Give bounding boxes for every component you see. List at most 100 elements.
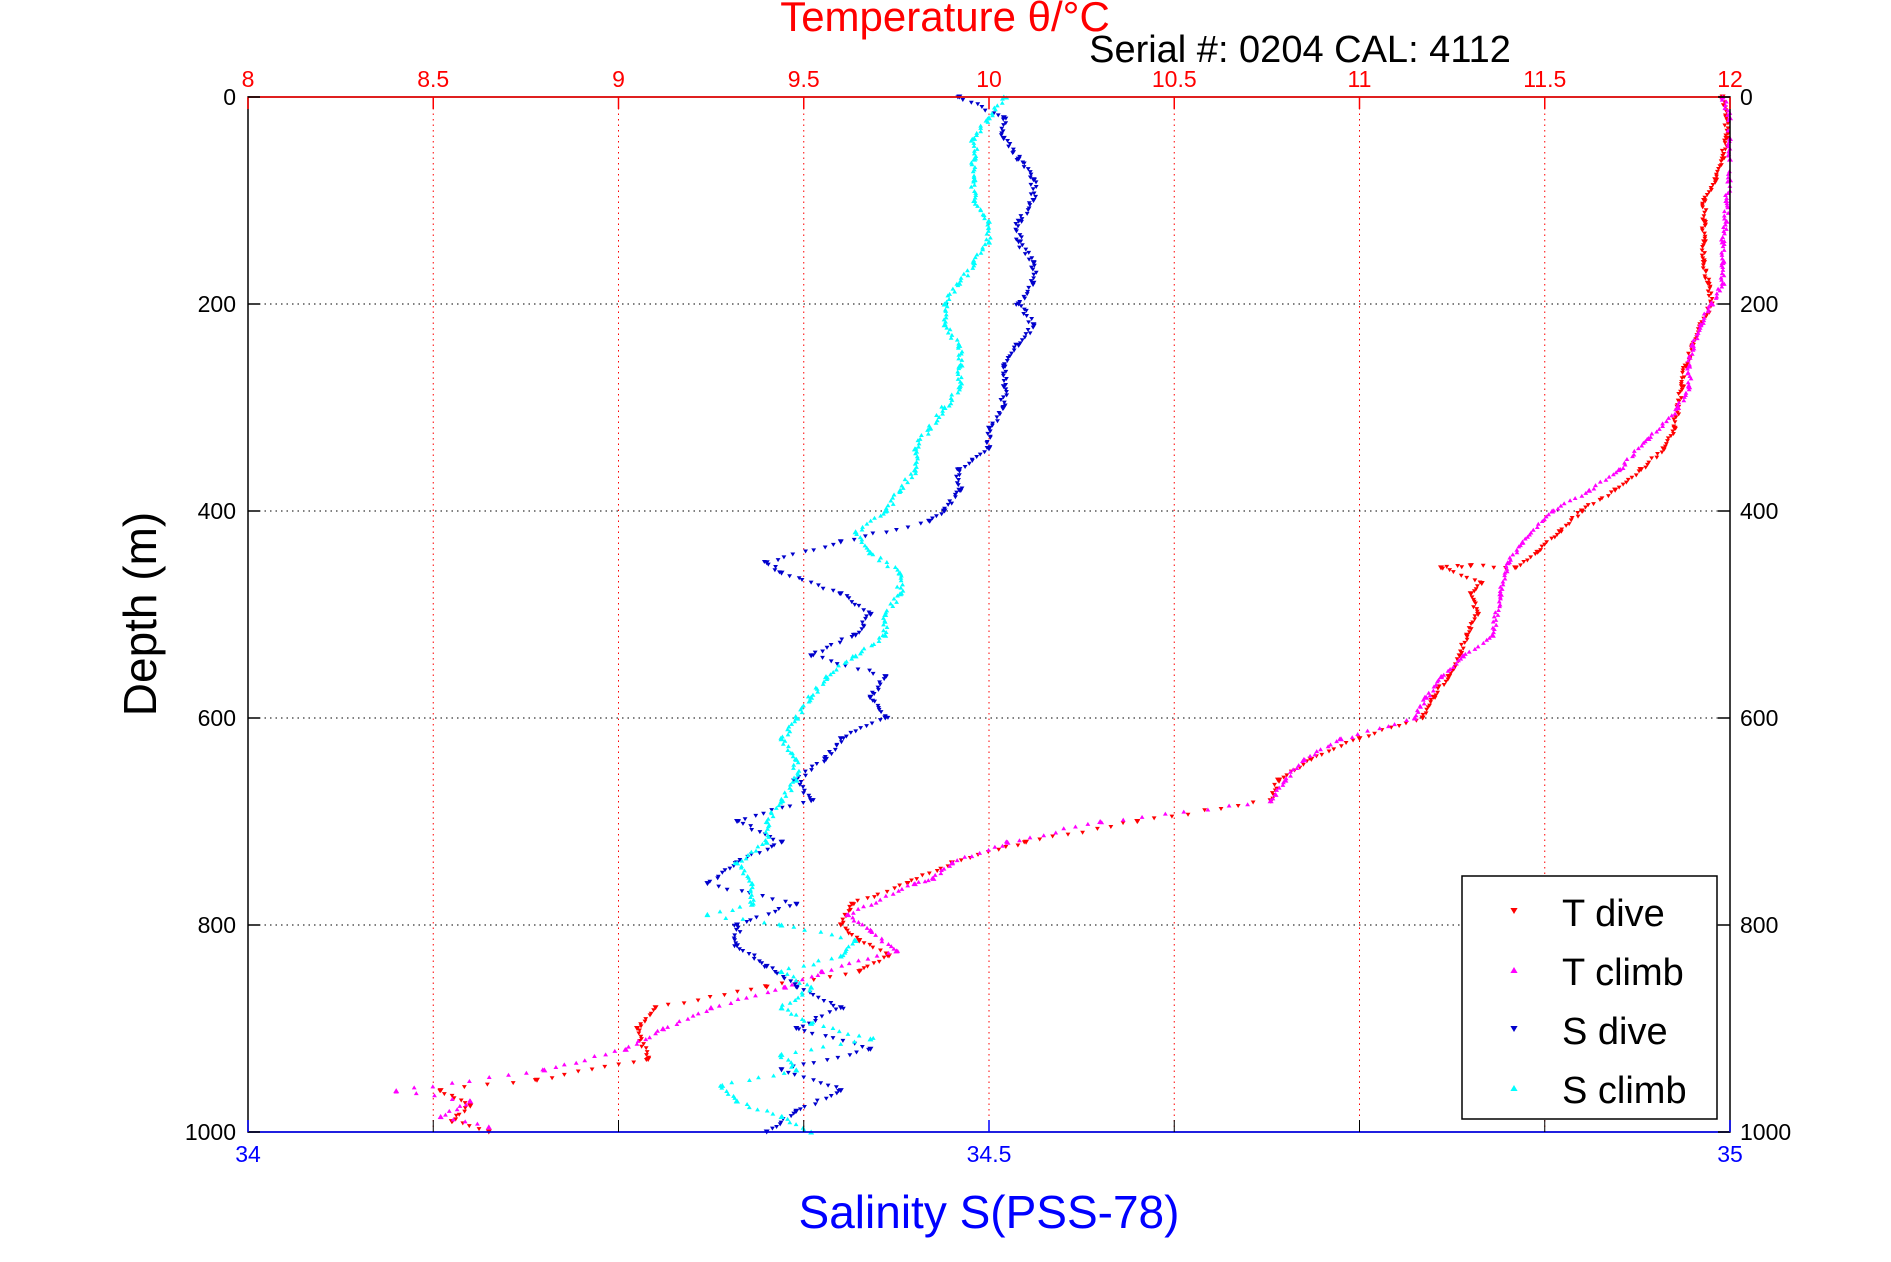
data-point	[1699, 228, 1705, 233]
data-point	[1690, 347, 1696, 352]
data-point	[791, 765, 796, 770]
data-point	[1522, 536, 1528, 541]
data-point	[798, 780, 804, 785]
data-point	[808, 1047, 814, 1052]
data-point	[589, 1067, 595, 1072]
data-point	[1030, 322, 1037, 328]
data-point	[876, 638, 882, 643]
data-point	[778, 1067, 785, 1073]
data-point	[789, 721, 795, 726]
data-point	[867, 668, 872, 673]
data-point	[1270, 796, 1276, 801]
data-point	[884, 624, 890, 629]
data-point	[1314, 749, 1320, 754]
data-point	[898, 575, 904, 580]
data-point	[821, 1023, 826, 1028]
data-point	[1017, 245, 1022, 250]
data-point	[897, 570, 904, 576]
data-point	[1284, 773, 1290, 778]
data-point	[1473, 601, 1478, 606]
data-point	[1202, 808, 1208, 813]
data-point	[1053, 830, 1059, 835]
data-point	[1686, 384, 1693, 390]
data-point	[1569, 515, 1575, 520]
data-point	[815, 972, 821, 977]
data-point	[1025, 208, 1031, 213]
data-point	[1006, 144, 1011, 149]
y-tick-label-left: 600	[198, 705, 236, 731]
data-point	[830, 1025, 836, 1030]
bottom-tick-label: 34.5	[967, 1141, 1012, 1167]
data-point	[785, 1007, 791, 1012]
data-point	[893, 948, 900, 954]
data-point	[966, 461, 972, 466]
data-point	[904, 881, 911, 887]
data-point	[968, 138, 974, 143]
data-point	[891, 596, 897, 601]
data-point	[877, 682, 883, 687]
data-point	[883, 893, 889, 898]
data-point	[763, 839, 770, 845]
data-point	[985, 431, 991, 436]
data-point	[913, 451, 918, 456]
data-point	[643, 1037, 649, 1042]
data-point	[1014, 229, 1019, 234]
data-point	[1572, 496, 1578, 501]
data-point	[953, 495, 958, 500]
data-point	[807, 988, 813, 993]
data-point	[778, 570, 785, 576]
data-point	[851, 537, 857, 542]
data-point	[827, 750, 832, 755]
data-point	[1281, 775, 1287, 780]
data-point	[457, 1103, 463, 1108]
data-point	[881, 628, 886, 633]
data-point	[734, 927, 739, 932]
data-point	[1491, 565, 1497, 570]
data-point	[781, 555, 787, 560]
data-point	[861, 966, 867, 971]
data-point	[795, 995, 801, 1000]
data-point	[861, 904, 866, 909]
data-point	[878, 513, 884, 518]
data-point	[1539, 518, 1545, 523]
data-point	[1724, 201, 1730, 206]
data-point	[1685, 371, 1691, 376]
data-point	[804, 982, 810, 987]
data-point	[1633, 473, 1639, 478]
data-point	[809, 1031, 815, 1036]
data-point	[1015, 843, 1021, 848]
data-point	[751, 956, 757, 961]
data-point	[717, 909, 723, 914]
legend: T dive T climb S dive S climb	[1461, 875, 1718, 1120]
data-point	[734, 1098, 741, 1104]
data-point	[1447, 667, 1453, 672]
data-point	[882, 612, 889, 617]
data-point	[1722, 216, 1727, 221]
data-point	[1616, 485, 1622, 490]
data-point	[822, 545, 828, 550]
data-point	[990, 113, 995, 118]
data-point	[485, 1124, 492, 1130]
data-point	[1343, 740, 1349, 745]
data-point	[751, 897, 756, 902]
data-point	[1033, 270, 1039, 275]
data-point	[971, 156, 978, 162]
data-point	[795, 772, 801, 777]
data-point	[998, 397, 1004, 402]
data-point	[801, 1018, 807, 1023]
data-point	[533, 1077, 540, 1083]
data-point	[1308, 756, 1315, 762]
data-point	[1583, 490, 1589, 495]
data-point	[1458, 573, 1464, 578]
data-point	[1669, 413, 1675, 418]
data-point	[690, 1013, 696, 1018]
data-point	[816, 958, 821, 963]
data-point	[1524, 558, 1530, 563]
data-point	[1475, 612, 1482, 617]
data-point	[791, 974, 796, 979]
data-point	[861, 941, 867, 946]
data-point	[1719, 256, 1725, 261]
data-point	[1666, 415, 1672, 420]
data-point	[1029, 265, 1034, 270]
